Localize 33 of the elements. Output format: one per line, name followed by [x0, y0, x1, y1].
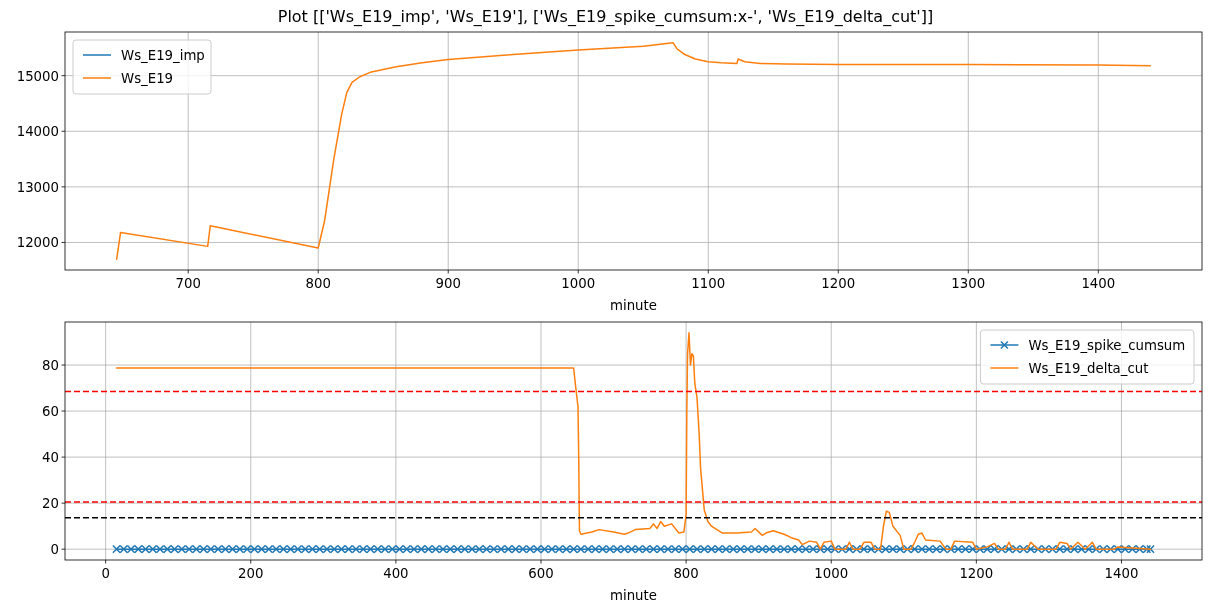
- legend-label: Ws_E19_imp: [121, 48, 205, 63]
- x-tick-label: 200: [238, 566, 264, 581]
- x-tick-label: 600: [528, 566, 554, 581]
- x-axis-title: minute: [610, 298, 657, 313]
- x-tick-label: 1100: [691, 276, 726, 291]
- x-tick-label: 1300: [951, 276, 986, 291]
- y-tick-label: 0: [50, 542, 59, 558]
- x-tick-label: 900: [435, 276, 461, 291]
- y-tick-label: 14000: [16, 124, 59, 140]
- chart-title: Plot [['Ws_E19_imp', 'Ws_E19'], ['Ws_E19_spike_cumsum:x-', 'Ws_E19_delta_cut']]: [277, 7, 934, 27]
- x-axis-title: minute: [610, 588, 657, 603]
- y-tick-label: 80: [42, 358, 59, 374]
- x-tick-label: 800: [673, 566, 699, 581]
- y-tick-label: 12000: [16, 235, 59, 251]
- x-tick-label: 1200: [959, 566, 994, 581]
- line-series: [115, 42, 1152, 260]
- x-tick-label: 1000: [814, 566, 849, 581]
- x-tick-label: 1200: [821, 276, 856, 291]
- x-tick-label: 1000: [561, 276, 596, 291]
- x-tick-label: 400: [383, 566, 409, 581]
- y-tick-label: 40: [42, 450, 59, 466]
- x-tick-label: 0: [101, 566, 110, 581]
- legend-label: Ws_E19: [121, 71, 174, 86]
- y-tick-label: 15000: [16, 68, 59, 84]
- y-tick-label: 13000: [16, 179, 59, 195]
- x-tick-label: 700: [175, 276, 201, 291]
- y-tick-label: 20: [42, 496, 59, 512]
- x-tick-label: 800: [305, 276, 331, 291]
- x-tick-label: 1400: [1081, 276, 1116, 291]
- legend-label: Ws_E19_spike_cumsum: [1028, 338, 1186, 353]
- y-tick-label: 60: [42, 404, 59, 420]
- x-tick-label: 1400: [1104, 566, 1139, 581]
- legend-label: Ws_E19_delta_cut: [1028, 361, 1149, 376]
